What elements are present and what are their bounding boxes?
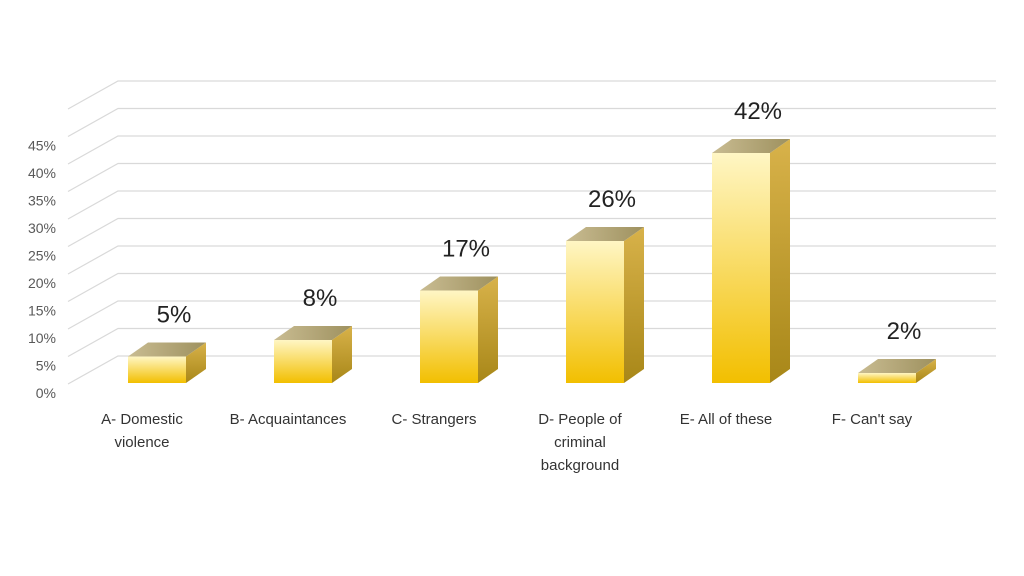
bar-side xyxy=(624,227,644,383)
bar xyxy=(274,326,352,383)
category-label: F- Can't say xyxy=(832,411,913,428)
gridline xyxy=(67,272,996,303)
bar-front xyxy=(128,356,186,383)
y-tick-label: 5% xyxy=(36,358,56,374)
bar xyxy=(712,139,790,383)
gridline xyxy=(67,190,996,220)
bar xyxy=(420,276,498,383)
gridline xyxy=(67,80,996,110)
bar-top xyxy=(712,139,790,153)
category-labels: A- Domestic violence B- Acquaintances C- St… xyxy=(101,411,913,474)
gridline xyxy=(67,162,996,193)
bar-top xyxy=(420,276,498,291)
bar-top xyxy=(566,227,644,241)
bar-side xyxy=(916,359,936,383)
data-label: 42% xyxy=(734,98,782,125)
gridline xyxy=(67,217,996,248)
bar-top xyxy=(858,359,936,373)
gridlines xyxy=(67,80,996,385)
bar-front xyxy=(712,153,770,383)
y-tick-label: 15% xyxy=(28,303,56,319)
gridline xyxy=(67,355,996,385)
y-tick-label: 25% xyxy=(28,248,56,264)
y-tick-label: 20% xyxy=(28,275,56,291)
gridline xyxy=(67,327,996,358)
data-label: 5% xyxy=(157,302,192,329)
bar xyxy=(858,359,936,383)
gridline xyxy=(67,107,996,138)
y-tick-label: 45% xyxy=(28,138,56,154)
bar-top xyxy=(128,342,206,357)
bar-front xyxy=(420,290,478,383)
bar-side xyxy=(770,139,790,383)
gridline xyxy=(67,300,996,330)
bar-top xyxy=(274,326,352,340)
gridline xyxy=(67,245,996,275)
y-tick-label: 35% xyxy=(28,193,56,209)
bar-front xyxy=(274,340,332,383)
category-label: B- Acquaintances xyxy=(230,411,347,428)
bars xyxy=(128,139,936,383)
data-label: 2% xyxy=(887,318,922,345)
data-label: 8% xyxy=(303,285,338,312)
bar-front xyxy=(858,373,916,383)
category-label: E- All of these xyxy=(680,411,773,428)
y-tick-label: 0% xyxy=(36,385,56,401)
bar-side xyxy=(332,326,352,383)
bar-side xyxy=(478,276,498,383)
bar-front xyxy=(566,241,624,383)
bar xyxy=(566,227,644,383)
bar xyxy=(128,342,206,383)
y-tick-label: 40% xyxy=(28,165,56,181)
gridline xyxy=(67,135,996,165)
data-label: 17% xyxy=(442,236,490,263)
bar-side xyxy=(186,342,206,383)
y-axis-ticks: 0% 5% 10% 15% 20% 25% 30% 35% 40% 45% xyxy=(28,138,56,402)
data-labels: 5% 8% 17% 26% 42% 2% xyxy=(157,98,922,345)
category-label: D- People of criminal background xyxy=(538,411,622,474)
data-label: 26% xyxy=(588,186,636,213)
y-tick-label: 10% xyxy=(28,330,56,346)
y-tick-label: 30% xyxy=(28,220,56,236)
category-label: A- Domestic violence xyxy=(101,411,183,451)
category-label: C- Strangers xyxy=(391,411,476,428)
